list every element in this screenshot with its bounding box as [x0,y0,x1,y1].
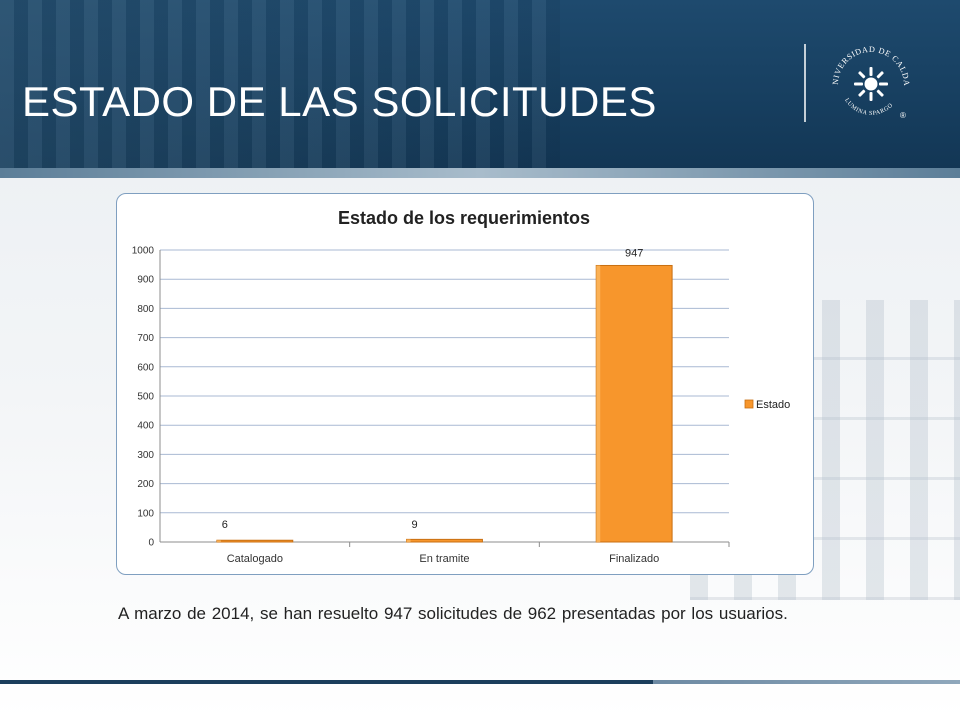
y-tick-label: 800 [137,304,154,315]
data-label: 947 [625,247,643,259]
data-label: 9 [411,519,417,531]
slide-title: ESTADO DE LAS SOLICITUDES [22,78,657,125]
slide-header [0,0,960,178]
bar-highlight [406,539,411,542]
bar-highlight [216,540,221,542]
logo-separator [804,44,806,122]
header-photo [0,0,560,178]
y-tick-label: 200 [137,479,154,490]
x-tick-label: Finalizado [609,553,659,565]
y-tick-label: 900 [137,275,154,286]
registered-mark: ® [900,111,906,120]
data-label: 6 [222,519,228,531]
y-tick-label: 400 [137,421,154,432]
footer-bar [0,680,960,684]
y-tick-label: 1000 [132,246,155,257]
bar-chart: Estado de los requerimientos 0 100 200 300 4… [132,208,791,565]
y-tick-label: 700 [137,333,154,344]
legend-label: Estado [756,399,790,411]
header-strip [0,168,960,178]
y-tick-label: 500 [137,392,154,403]
university-logo: UNIVERSIDAD DE CALDAS LUMINA SPARGO ® [826,40,911,120]
legend-swatch [744,399,754,409]
sun-icon [854,67,888,101]
chart-title: Estado de los requerimientos [338,208,590,228]
chart-legend: Estado [744,399,790,411]
y-tick-label: 0 [148,538,154,549]
x-tick-label: En tramite [419,553,469,565]
bar [595,264,673,543]
bar [406,538,483,543]
chart-card: Estado de los requerimientos 0 100 200 300 4… [116,193,814,575]
bar [216,539,294,543]
y-tick-label: 600 [137,362,154,373]
slide-caption: A marzo de 2014, se han resuelto 947 sol… [118,604,788,623]
svg-text:LUMINA SPARGO: LUMINA SPARGO [843,98,894,117]
bar-highlight [596,265,601,542]
logo-motto: LUMINA SPARGO [843,98,894,117]
y-tick-label: 100 [137,508,154,519]
x-tick-label: Catalogado [227,553,283,565]
y-tick-label: 300 [137,450,154,461]
